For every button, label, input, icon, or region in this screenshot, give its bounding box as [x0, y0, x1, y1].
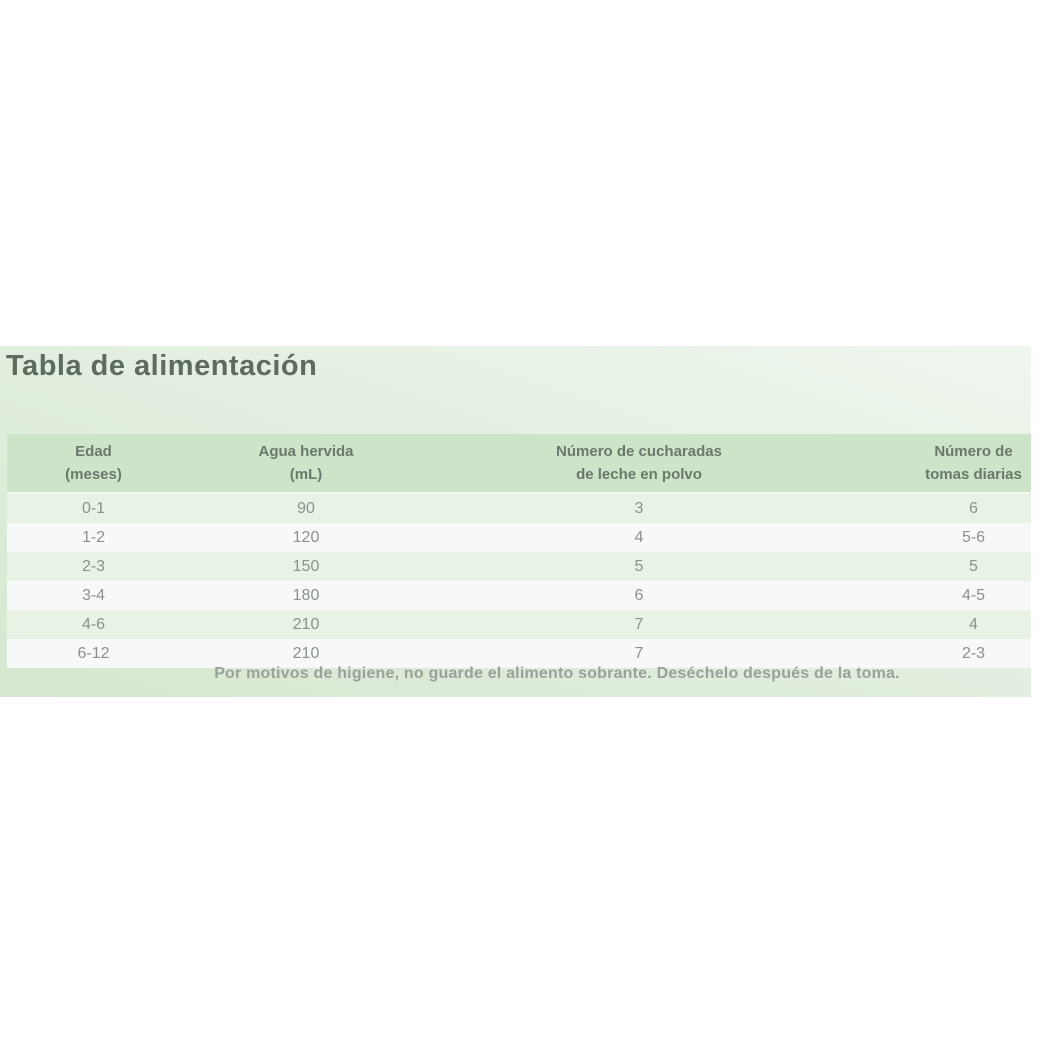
table-row: 6-12 210 7 2-3: [7, 639, 1031, 668]
header-line: Número de cucharadas: [556, 443, 722, 460]
table-cell: 210: [180, 639, 432, 668]
page-title: Tabla de alimentación: [6, 350, 318, 382]
column-header-edad: Edad (meses): [7, 434, 180, 494]
table-cell: 0-1: [7, 493, 180, 523]
table-row: 0-1 90 3 6: [7, 493, 1031, 523]
table-cell: 5-6: [846, 523, 1031, 552]
table-cell: 6: [432, 581, 846, 610]
table-cell: 1-2: [7, 523, 180, 552]
table-cell: 3: [432, 493, 846, 523]
table-body: 0-1 90 3 6 1-2 120 4 5-6 2-3 150 5 5 3-4 180 6 4-5 4-6 21…: [7, 493, 1031, 668]
table-row: 3-4 180 6 4-5: [7, 581, 1031, 610]
table-row: 1-2 120 4 5-6: [7, 523, 1031, 552]
hygiene-note: Por motivos de higiene, no guarde el ali…: [214, 665, 900, 682]
table-cell: 2-3: [7, 552, 180, 581]
table-cell: 7: [432, 610, 846, 639]
table-cell: 6-12: [7, 639, 180, 668]
header-line: (meses): [65, 466, 122, 483]
header-line: Número de: [934, 443, 1013, 460]
table-cell: 180: [180, 581, 432, 610]
column-header-agua-hervida: Agua hervida (mL): [180, 434, 432, 494]
table-cell: 4-6: [7, 610, 180, 639]
header-row: Edad (meses) Agua hervida (mL) Número de…: [7, 434, 1031, 494]
table-cell: 210: [180, 610, 432, 639]
feeding-table: Edad (meses) Agua hervida (mL) Número de…: [7, 434, 1031, 668]
table-cell: 4: [432, 523, 846, 552]
table-cell: 150: [180, 552, 432, 581]
column-header-cucharadas: Número de cucharadas de leche en polvo: [432, 434, 846, 494]
table-cell: 5: [432, 552, 846, 581]
table-cell: 4-5: [846, 581, 1031, 610]
header-line: tomas diarias: [925, 466, 1022, 483]
header-line: de leche en polvo: [576, 466, 702, 483]
table-row: 2-3 150 5 5: [7, 552, 1031, 581]
table-cell: 3-4: [7, 581, 180, 610]
table-cell: 5: [846, 552, 1031, 581]
header-line: Edad: [75, 443, 112, 460]
table-row: 4-6 210 7 4: [7, 610, 1031, 639]
table-cell: 6: [846, 493, 1031, 523]
header-line: Agua hervida: [258, 443, 354, 460]
table-cell: 7: [432, 639, 846, 668]
table-cell: 2-3: [846, 639, 1031, 668]
column-header-tomas-diarias: Número de tomas diarias: [846, 434, 1031, 494]
table-cell: 90: [180, 493, 432, 523]
feeding-table-panel: Tabla de alimentación Edad (meses) Agua …: [0, 346, 1031, 697]
table-cell: 120: [180, 523, 432, 552]
table-cell: 4: [846, 610, 1031, 639]
header-line: (mL): [289, 466, 323, 483]
